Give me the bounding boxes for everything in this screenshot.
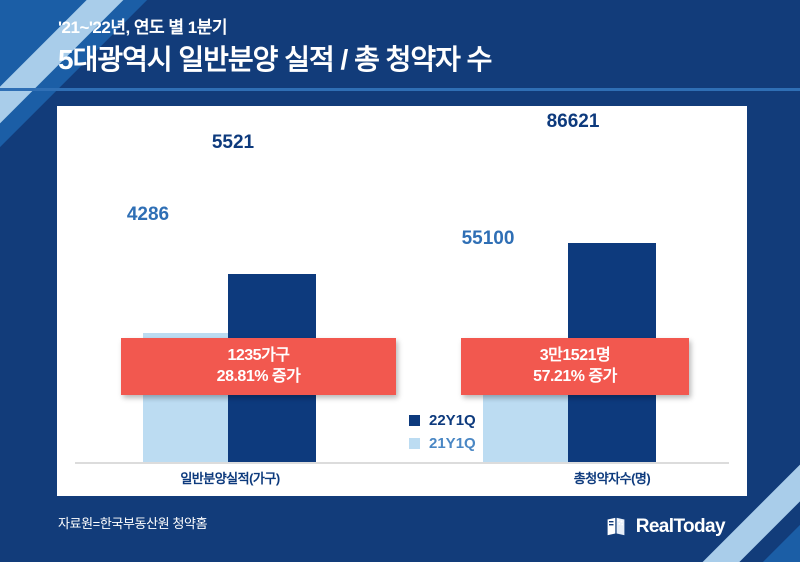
- legend-label-22y1q: 22Y1Q: [429, 411, 476, 429]
- callout-group1: 1235가구 28.81% 증가: [121, 338, 396, 395]
- legend-label-21y1q: 21Y1Q: [429, 434, 476, 452]
- bar-value-22y1q-group1: 5521: [211, 132, 255, 153]
- callout-group2: 3만1521명 57.21% 증가: [461, 338, 689, 395]
- bar-value-21y1q-group2: 55100: [461, 228, 515, 249]
- book-logo-icon: [604, 514, 630, 540]
- legend-item-21y1q[interactable]: 21Y1Q: [409, 433, 476, 453]
- header: '21~'22년, 연도 별 1분기 5대광역시 일반분양 실적 / 총 청약자…: [0, 0, 800, 91]
- chart-legend: 22Y1Q 21Y1Q: [409, 410, 476, 456]
- plot-area: 4286 5521 일반분양실적(가구) 55100 86621 총청약자수(명…: [57, 106, 747, 486]
- brand-logo-text: RealToday: [635, 516, 726, 537]
- x-axis-line: [75, 462, 729, 464]
- source-note: 자료원=한국부동산원 청약홈: [58, 516, 208, 531]
- bar-value-22y1q-group2: 86621: [546, 111, 600, 132]
- bar-value-21y1q-group1: 4286: [126, 204, 170, 225]
- callout-group2-delta: 3만1521명: [539, 347, 611, 364]
- page-title: 5대광역시 일반분양 실적 / 총 청약자 수: [58, 44, 492, 75]
- callout-group2-percent: 57.21% 증가: [533, 368, 617, 385]
- chart-panel: 4286 5521 일반분양실적(가구) 55100 86621 총청약자수(명…: [57, 106, 747, 496]
- callout-group1-delta: 1235가구: [227, 347, 290, 364]
- category-label-group1: 일반분양실적(가구): [180, 471, 280, 486]
- header-kicker: '21~'22년, 연도 별 1분기: [58, 18, 228, 37]
- legend-swatch-21y1q: [409, 437, 420, 449]
- category-label-group2: 총청약자수(명): [573, 471, 651, 486]
- header-divider: [0, 88, 800, 91]
- legend-item-22y1q[interactable]: 22Y1Q: [409, 410, 476, 430]
- callout-group1-percent: 28.81% 증가: [216, 368, 301, 385]
- legend-swatch-22y1q: [409, 414, 420, 426]
- brand-logo: RealToday: [604, 514, 726, 540]
